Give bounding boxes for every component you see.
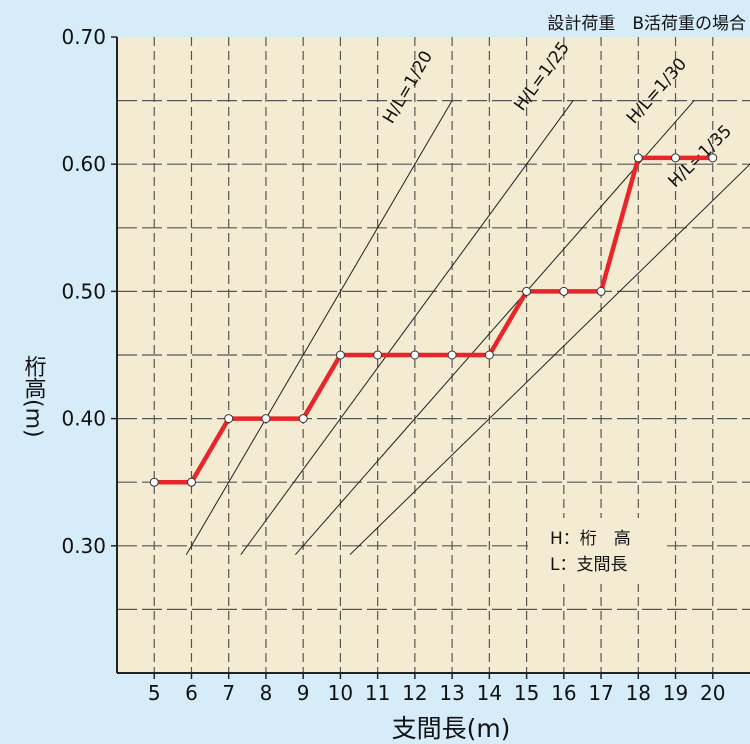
legend-line-1: H：桁 高	[550, 529, 631, 549]
data-point	[261, 414, 271, 424]
x-tick-label: 11	[365, 681, 390, 705]
x-tick-label: 19	[663, 681, 688, 705]
y-tick-label: 0.40	[61, 407, 106, 431]
axes: 5 6 7 8 9 10 11 12 13 14 15 16 17 18 19 20 0.30 0.40 0.50 0…	[61, 25, 750, 705]
x-tick-label: 9	[297, 681, 310, 705]
x-tick-label: 15	[514, 681, 539, 705]
x-tick-label: 6	[185, 681, 198, 705]
data-line	[154, 155, 713, 485]
data-point	[335, 350, 345, 360]
y-tick-label: 0.50	[61, 279, 106, 303]
data-point	[373, 350, 383, 360]
data-point	[633, 153, 643, 163]
ratio-line	[294, 100, 695, 556]
data-point	[596, 286, 606, 296]
legend-line-2: L：支間長	[550, 555, 627, 575]
x-tick-label: 8	[260, 681, 273, 705]
y-axis-label: 桁高(m)	[21, 355, 47, 438]
x-tick-label: 17	[588, 681, 613, 705]
legend-box: H：桁 高 L：支間長	[528, 518, 663, 584]
data-point	[298, 414, 308, 424]
y-tick-label: 0.30	[61, 534, 106, 558]
data-point	[522, 286, 532, 296]
data-point	[708, 153, 718, 163]
x-tick-label: 13	[439, 681, 464, 705]
x-tick-label: 10	[328, 681, 353, 705]
x-tick-label: 5	[148, 681, 161, 705]
x-tick-label: 14	[477, 681, 502, 705]
data-point	[484, 350, 494, 360]
data-point	[410, 350, 420, 360]
data-point	[186, 477, 196, 487]
ratio-line	[349, 163, 750, 556]
x-tick-label: 12	[402, 681, 427, 705]
data-point	[224, 414, 234, 424]
ratio-line	[185, 100, 453, 555]
ratio-line	[240, 100, 574, 555]
data-point	[559, 286, 569, 296]
x-tick-label: 7	[222, 681, 235, 705]
y-tick-label: 0.70	[61, 25, 106, 49]
y-tick-label: 0.60	[61, 152, 106, 176]
data-point	[149, 477, 159, 487]
data-point	[671, 153, 681, 163]
x-tick-label: 16	[551, 681, 576, 705]
x-tick-label: 20	[700, 681, 725, 705]
chart-title: 設計荷重 B活荷重の場合	[547, 14, 746, 34]
x-tick-label: 18	[626, 681, 651, 705]
x-axis-label: 支間長(m)	[392, 714, 511, 743]
data-point	[447, 350, 457, 360]
series-layer	[149, 153, 718, 487]
